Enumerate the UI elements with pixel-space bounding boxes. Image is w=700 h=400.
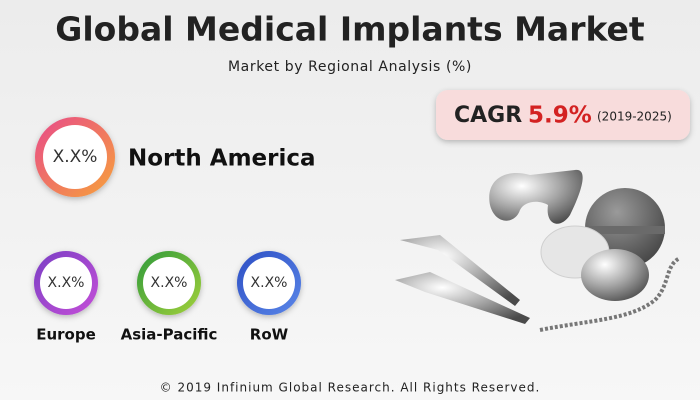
- cagr-period: (2019-2025): [597, 110, 672, 124]
- cagr-box: [436, 90, 690, 140]
- region-label: Asia-Pacific: [121, 326, 218, 344]
- region-value: X.X%: [53, 147, 98, 167]
- subtitle: Market by Regional Analysis (%): [228, 59, 472, 75]
- footer: © 2019 Infinium Global Research. All Rig…: [160, 381, 541, 395]
- cagr-label: CAGR: [454, 103, 522, 128]
- region-label: Europe: [36, 326, 96, 344]
- region-value: X.X%: [48, 275, 85, 291]
- implants-illustration: [395, 169, 682, 332]
- region-label: RoW: [250, 326, 289, 344]
- cagr-value: 5.9%: [528, 103, 592, 129]
- region-value: X.X%: [251, 275, 288, 291]
- region-label: North America: [128, 146, 316, 172]
- region-value: X.X%: [151, 275, 188, 291]
- region-ring-inner: [43, 125, 107, 189]
- region-ring-inner: [40, 257, 92, 309]
- title: Global Medical Implants Market: [55, 10, 645, 49]
- region-ring-inner: [143, 257, 195, 309]
- region-ring-inner: [243, 257, 295, 309]
